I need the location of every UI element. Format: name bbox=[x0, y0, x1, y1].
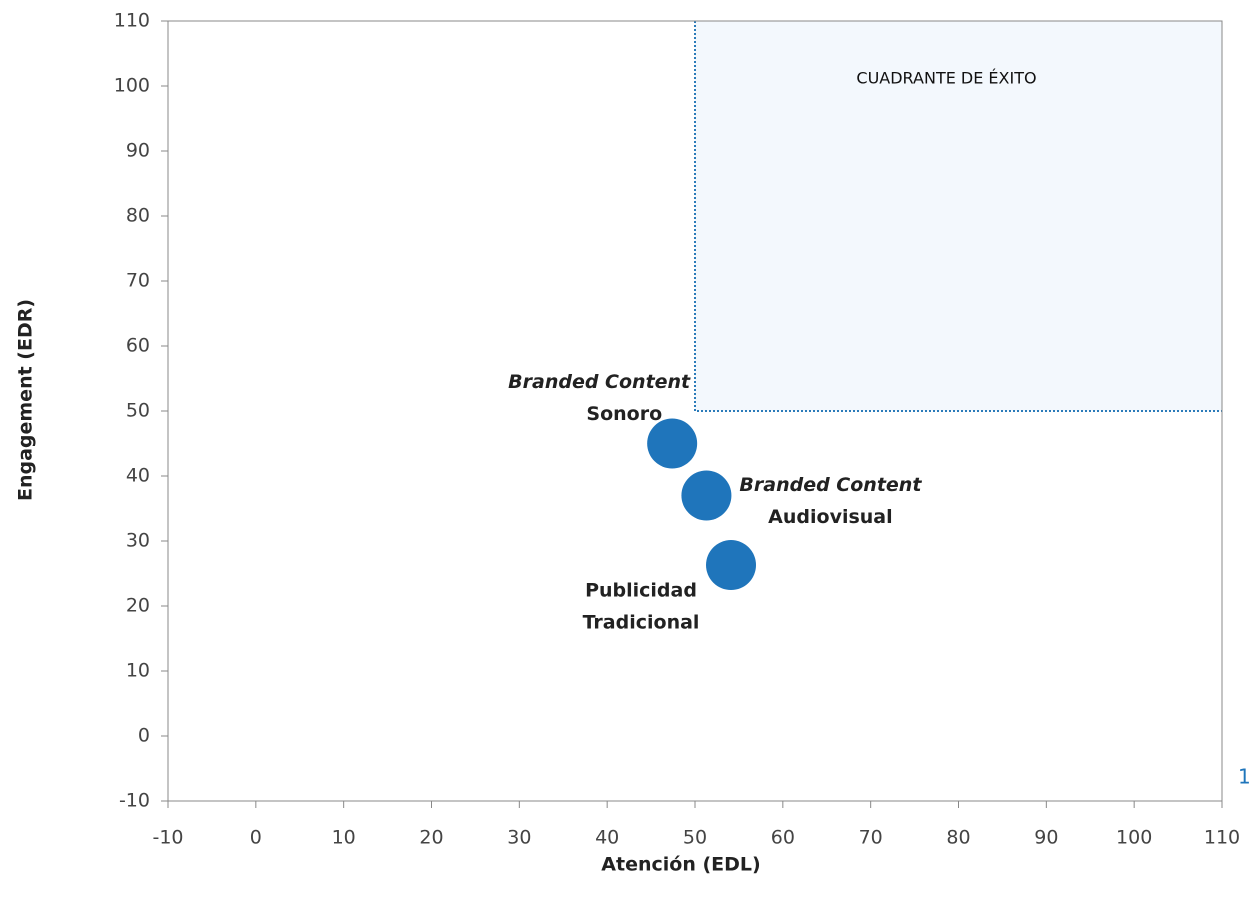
page-number: 1 bbox=[1238, 765, 1249, 789]
y-tick-label: 100 bbox=[114, 75, 150, 97]
x-tick-label: 90 bbox=[1034, 827, 1058, 849]
x-tick-label: 80 bbox=[946, 827, 970, 849]
y-tick-label: 110 bbox=[114, 10, 150, 32]
y-tick-label: 70 bbox=[126, 270, 150, 292]
x-tick-label: 30 bbox=[507, 827, 531, 849]
quadrant-label: CUADRANTE DE ÉXITO bbox=[856, 69, 1036, 88]
x-tick-label: 40 bbox=[595, 827, 619, 849]
y-tick-label: 20 bbox=[126, 595, 150, 617]
x-tick-label: 10 bbox=[332, 827, 356, 849]
y-tick-label: 50 bbox=[126, 400, 150, 422]
data-point bbox=[706, 540, 757, 591]
y-tick-label: -10 bbox=[119, 790, 150, 812]
y-tick-label: 80 bbox=[126, 205, 150, 227]
point-label: Publicidad bbox=[585, 580, 697, 602]
success-quadrant bbox=[695, 21, 1222, 411]
point-label: Branded Content bbox=[739, 474, 922, 496]
x-tick-label: 60 bbox=[771, 827, 795, 849]
point-label: Sonoro bbox=[586, 403, 662, 425]
y-tick-label: 60 bbox=[126, 335, 150, 357]
x-axis-title: Atención (EDL) bbox=[601, 854, 760, 876]
point-label: Tradicional bbox=[583, 612, 700, 634]
point-label: Branded Content bbox=[508, 371, 691, 393]
y-tick-label: 0 bbox=[138, 725, 150, 747]
x-tick-label: 20 bbox=[419, 827, 443, 849]
y-tick-label: 90 bbox=[126, 140, 150, 162]
x-tick-label: -10 bbox=[152, 827, 183, 849]
y-tick-label: 10 bbox=[126, 660, 150, 682]
data-point bbox=[681, 470, 732, 521]
x-tick-label: 50 bbox=[683, 827, 707, 849]
quadrant-border bbox=[694, 21, 1222, 412]
y-axis-title: Engagement (EDR) bbox=[15, 299, 37, 501]
y-tick-label: 40 bbox=[126, 465, 150, 487]
x-tick-label: 70 bbox=[859, 827, 883, 849]
x-tick-label: 100 bbox=[1116, 827, 1152, 849]
point-label: Audiovisual bbox=[768, 506, 892, 528]
y-tick-label: 30 bbox=[126, 530, 150, 552]
x-tick-label: 110 bbox=[1204, 827, 1240, 849]
x-tick-label: 0 bbox=[250, 827, 262, 849]
data-point bbox=[647, 418, 698, 469]
